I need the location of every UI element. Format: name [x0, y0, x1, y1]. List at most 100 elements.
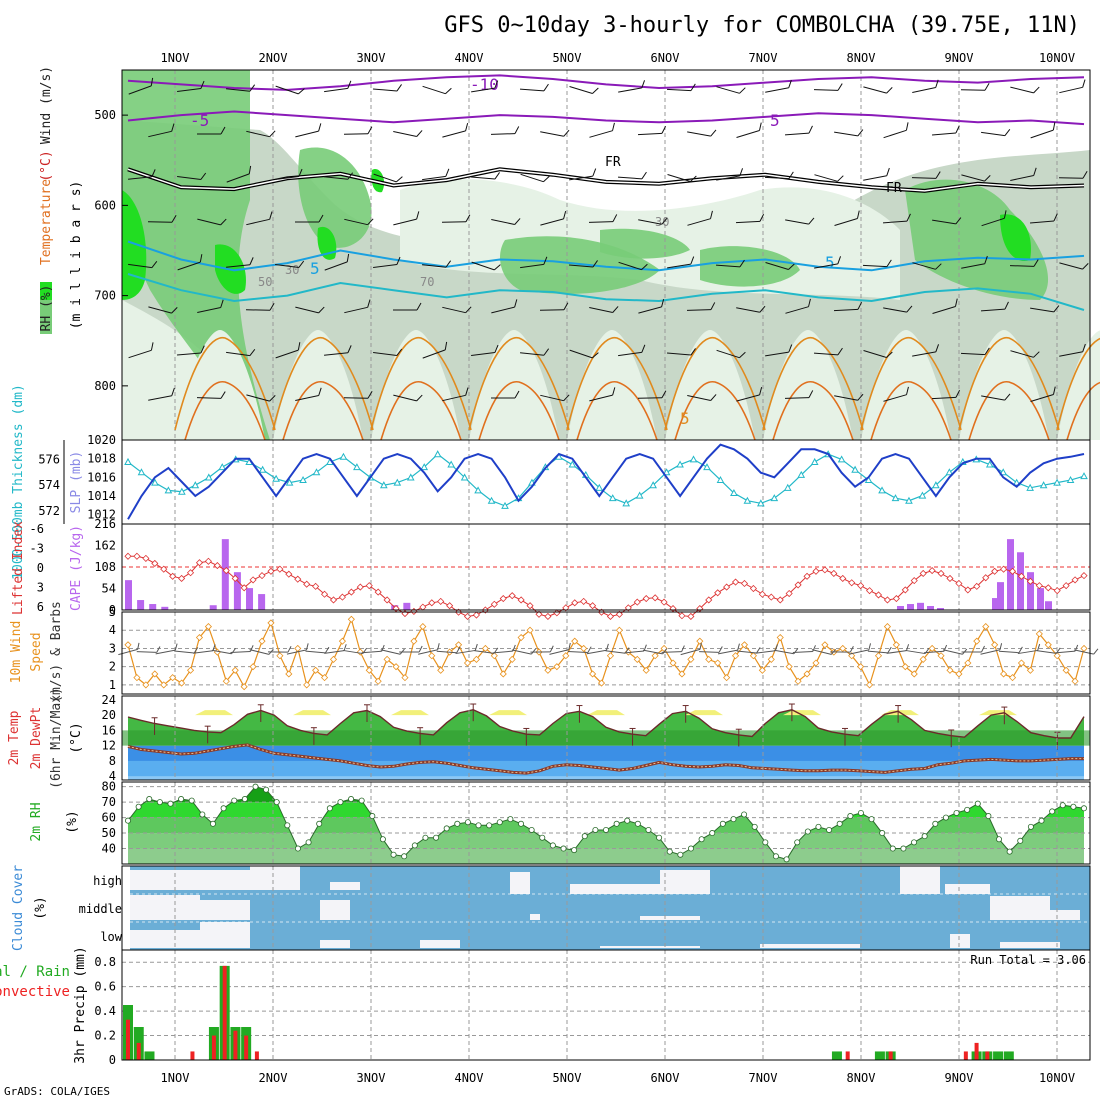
- contour-label: 5: [680, 409, 690, 428]
- temperature-tick-label: 24: [102, 693, 116, 707]
- wind-speed-marker: [1017, 659, 1026, 667]
- barb-shaft: [1059, 351, 1083, 357]
- rh-marker: [996, 836, 1003, 843]
- li-marker: [937, 569, 945, 578]
- wind-speed-marker: [455, 641, 463, 649]
- li-marker: [401, 610, 409, 618]
- barb-shaft: [455, 649, 476, 655]
- date-label-bottom: 3NOV: [357, 1071, 386, 1085]
- surface-wind-barb: [305, 646, 330, 654]
- barb-shaft: [942, 649, 963, 655]
- wind-barb: [618, 261, 648, 271]
- barb-flag: [699, 642, 702, 650]
- barb-flag: [465, 214, 471, 223]
- barb-flag: [886, 351, 893, 358]
- thickness-marker: [258, 465, 267, 473]
- barb-shaft: [118, 648, 138, 656]
- top-date-labels: 1NOV 2NOV 3NOV 4NOV 5NOV 6NOV 7NOV 8NOV 9NOV 10NO…: [161, 51, 1076, 65]
- barb-shaft: [961, 174, 985, 182]
- wind-barb: [128, 77, 154, 95]
- rh-marker: [528, 826, 535, 833]
- barb-shaft: [642, 649, 663, 655]
- wind-barb: [442, 122, 469, 138]
- barb-flag: [788, 171, 794, 179]
- barb-shaft: [324, 176, 348, 180]
- barb-flag: [347, 345, 352, 353]
- barb-flag: [661, 217, 668, 225]
- wind-speed-marker: [615, 626, 623, 634]
- cloud-patch: [130, 930, 200, 948]
- wind-speed-marker: [240, 683, 248, 691]
- thickness-marker: [164, 486, 173, 494]
- barb-flag: [494, 172, 500, 180]
- barb-flag: [269, 303, 275, 311]
- run-total-label: Run Total = 3.06: [970, 953, 1086, 967]
- barb-flag: [416, 302, 422, 311]
- isotherm-hot: [184, 381, 266, 441]
- barb-shaft: [275, 349, 299, 359]
- cape-bar: [907, 604, 914, 610]
- date-label-top: 8NOV: [847, 51, 876, 65]
- temperature-axis-label-a: 2m Temp: [7, 710, 22, 765]
- barb-flag: [788, 344, 793, 353]
- cape-bar: [233, 572, 241, 610]
- thickness-axis-label: 1000-500mb Thickness (dm): [11, 384, 26, 580]
- precip-panel: 0 0.2 0.4 0.6 0.8 Total / Rain Convective3hr P…: [0, 946, 1091, 1067]
- wind-speed-marker: [937, 652, 945, 660]
- barb-shaft: [814, 263, 838, 269]
- barb-flag: [494, 344, 499, 353]
- barb-flag: [1033, 259, 1039, 267]
- isotherm-warm: [370, 336, 472, 431]
- thickness-marker: [433, 450, 442, 458]
- wind-speed-marker: [419, 623, 427, 631]
- isotherm-warm: [762, 336, 864, 431]
- barb-flag: [1004, 301, 1009, 310]
- surface-wind-barb: [192, 644, 216, 654]
- li-marker: [776, 596, 784, 604]
- li-marker: [312, 582, 320, 590]
- wind-barb: [197, 218, 227, 226]
- barb-shaft: [699, 651, 720, 653]
- wind-speed-marker: [517, 633, 525, 642]
- barb-shaft: [569, 86, 593, 94]
- barb-flag: [171, 387, 175, 396]
- wind-barb: [1030, 213, 1058, 224]
- temperature-line: [127, 708, 1085, 739]
- wind-speed-marker: [1062, 666, 1070, 674]
- thickness-marker: [353, 463, 361, 471]
- slp-tick-label: 1018: [87, 452, 116, 466]
- contour-label: 5: [310, 259, 320, 278]
- precip-total-bar: [1003, 1051, 1014, 1060]
- contour-label: 50: [258, 275, 272, 289]
- barb-shaft: [863, 350, 887, 358]
- li-marker: [767, 593, 775, 601]
- wind-speed-marker: [857, 663, 865, 671]
- wind-barb: [960, 83, 990, 91]
- barb-flag: [563, 394, 570, 402]
- wind-barb: [932, 125, 960, 136]
- barb-shaft: [1074, 649, 1094, 655]
- thickness-marker: [595, 483, 604, 491]
- wind-speed-marker: [1080, 644, 1088, 653]
- surface-wind-barb: [174, 647, 199, 654]
- date-label-top: 2NOV: [259, 51, 288, 65]
- rh-marker: [146, 796, 153, 803]
- rh-light-hump: [861, 330, 951, 440]
- wind-barb: [344, 218, 374, 226]
- barb-shaft: [999, 650, 1020, 654]
- barb-shaft: [736, 130, 760, 138]
- wind-speed-marker: [901, 663, 909, 671]
- thickness-marker: [393, 478, 402, 486]
- rh-marker: [826, 826, 833, 833]
- rh-marker: [188, 797, 195, 804]
- li-marker: [812, 567, 820, 575]
- barb-shaft: [785, 219, 809, 225]
- barb-shaft: [540, 131, 564, 137]
- wind-tick-label: 1: [109, 678, 116, 692]
- wind-speed-marker: [428, 652, 436, 660]
- li-marker: [642, 594, 650, 603]
- li-marker: [490, 600, 498, 608]
- wind-barb: [765, 79, 792, 93]
- barb-flag: [641, 171, 647, 180]
- wind-barb: [1010, 167, 1037, 181]
